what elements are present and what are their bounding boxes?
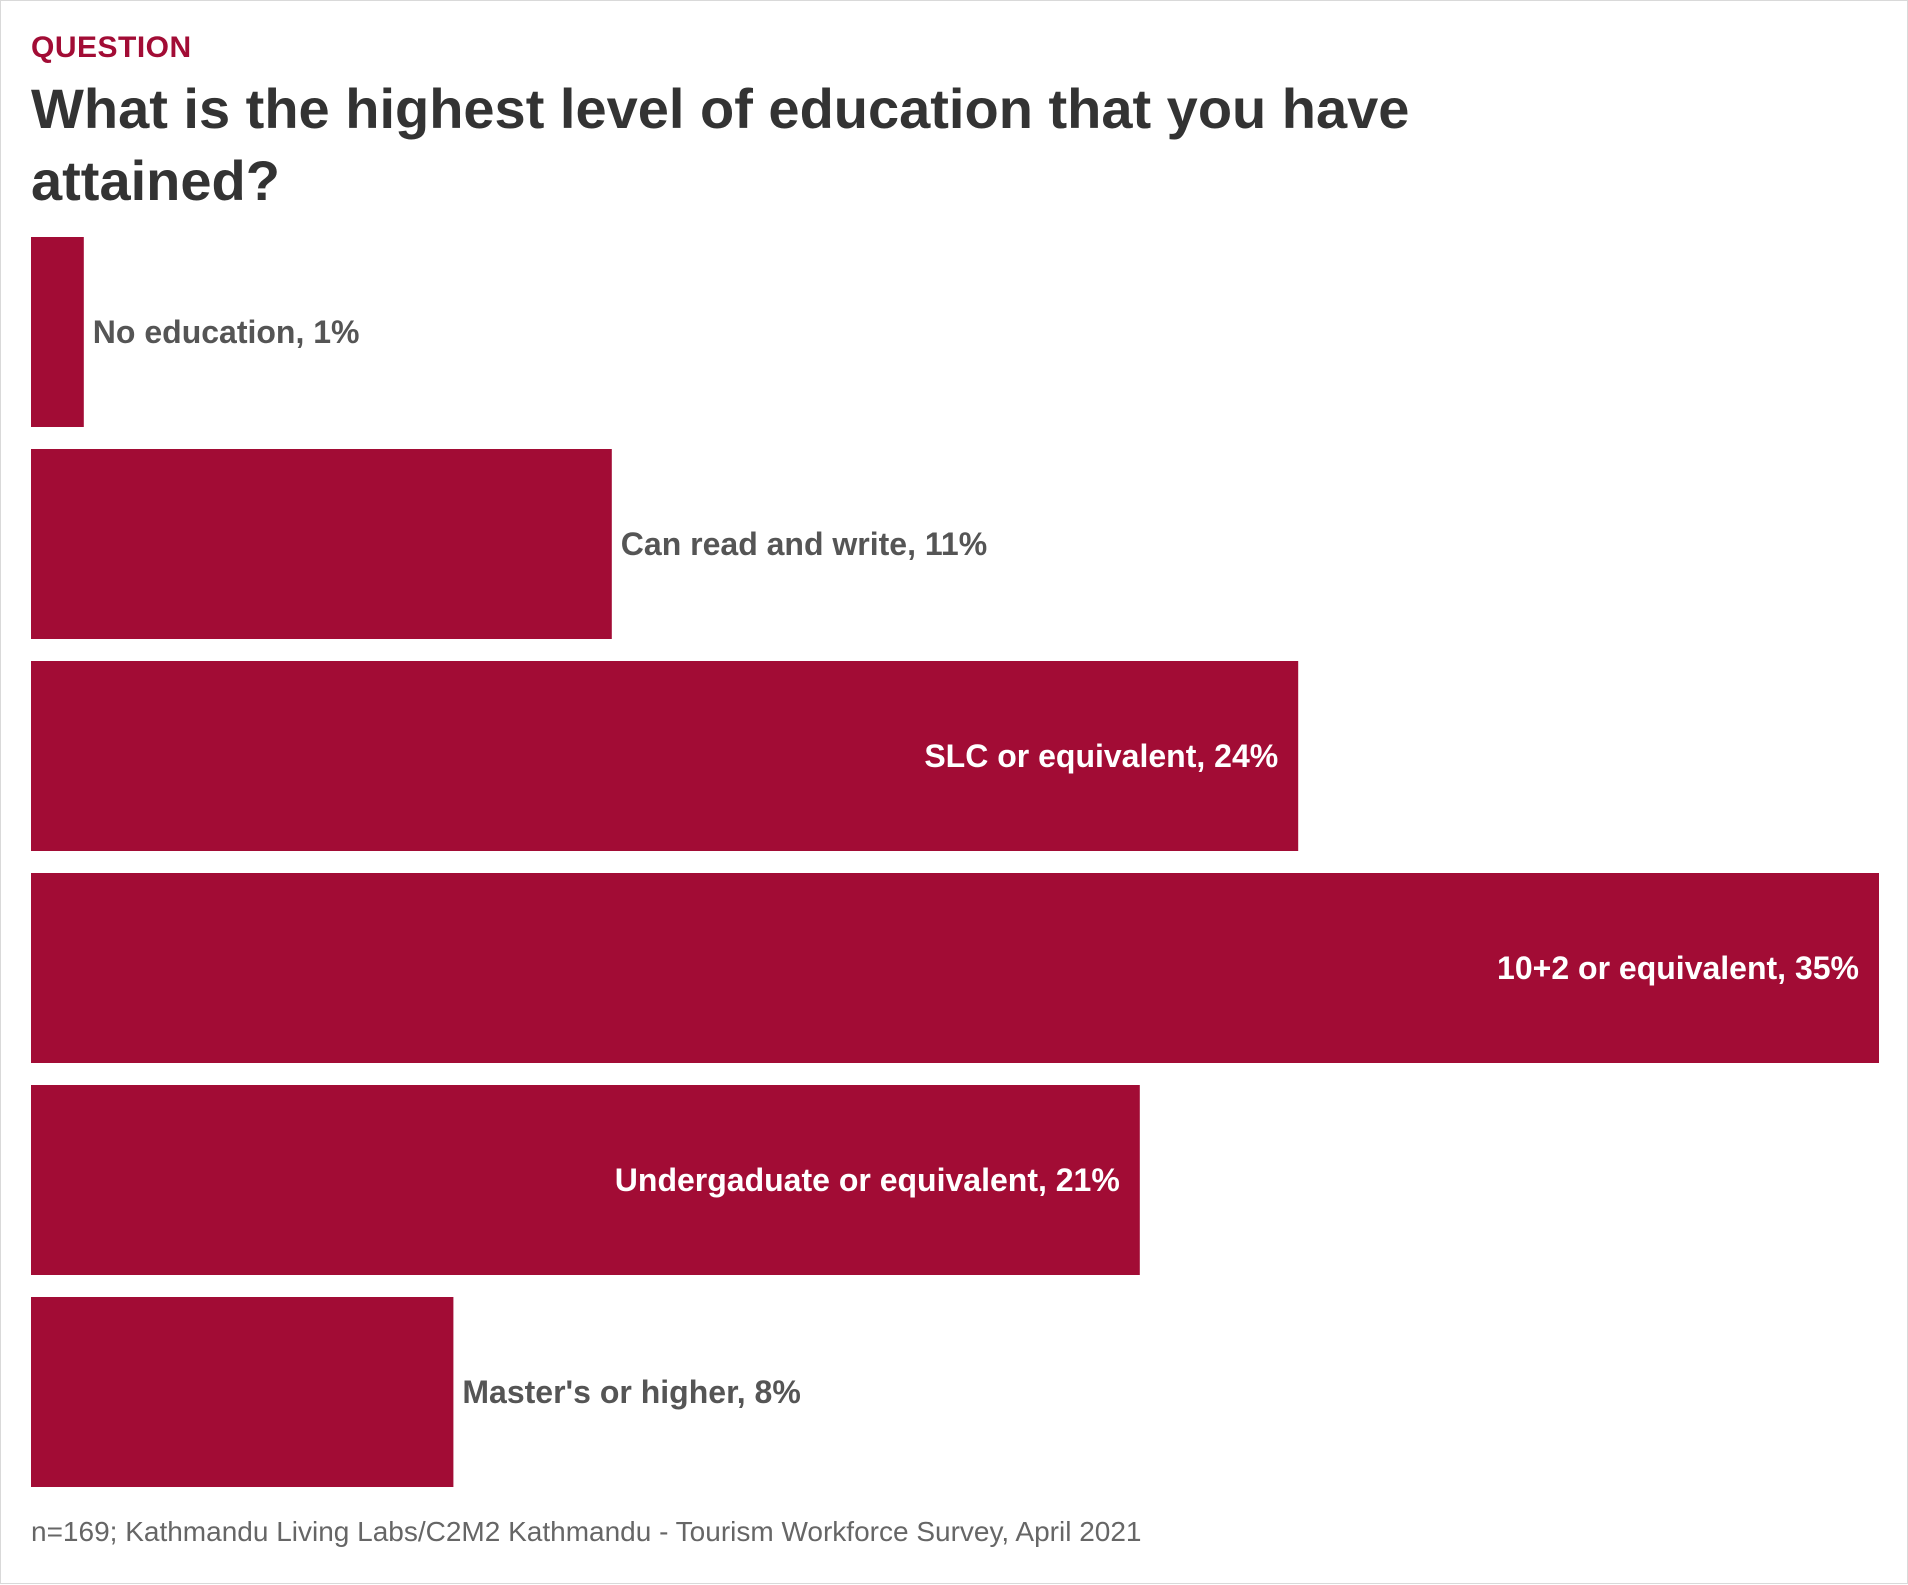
bar-0 [31,237,84,427]
bar-5 [31,1297,454,1487]
bar-1 [31,449,612,639]
bar-label-2: SLC or equivalent, 24% [924,738,1278,774]
bar-label-4: Undergaduate or equivalent, 21% [615,1162,1120,1198]
bar-2 [31,661,1299,851]
bar-label-0: No education, 1% [93,314,360,350]
bar-3 [31,873,1879,1063]
source-note: n=169; Kathmandu Living Labs/C2M2 Kathma… [31,1516,1142,1547]
chart-title: What is the highest level of education t… [31,77,1410,212]
bar-label-1: Can read and write, 11% [621,526,987,562]
bar-label-5: Master's or higher, 8% [462,1374,800,1410]
bar-4 [31,1085,1140,1275]
question-kicker: QUESTION [31,31,192,64]
bar-label-3: 10+2 or equivalent, 35% [1497,950,1859,986]
